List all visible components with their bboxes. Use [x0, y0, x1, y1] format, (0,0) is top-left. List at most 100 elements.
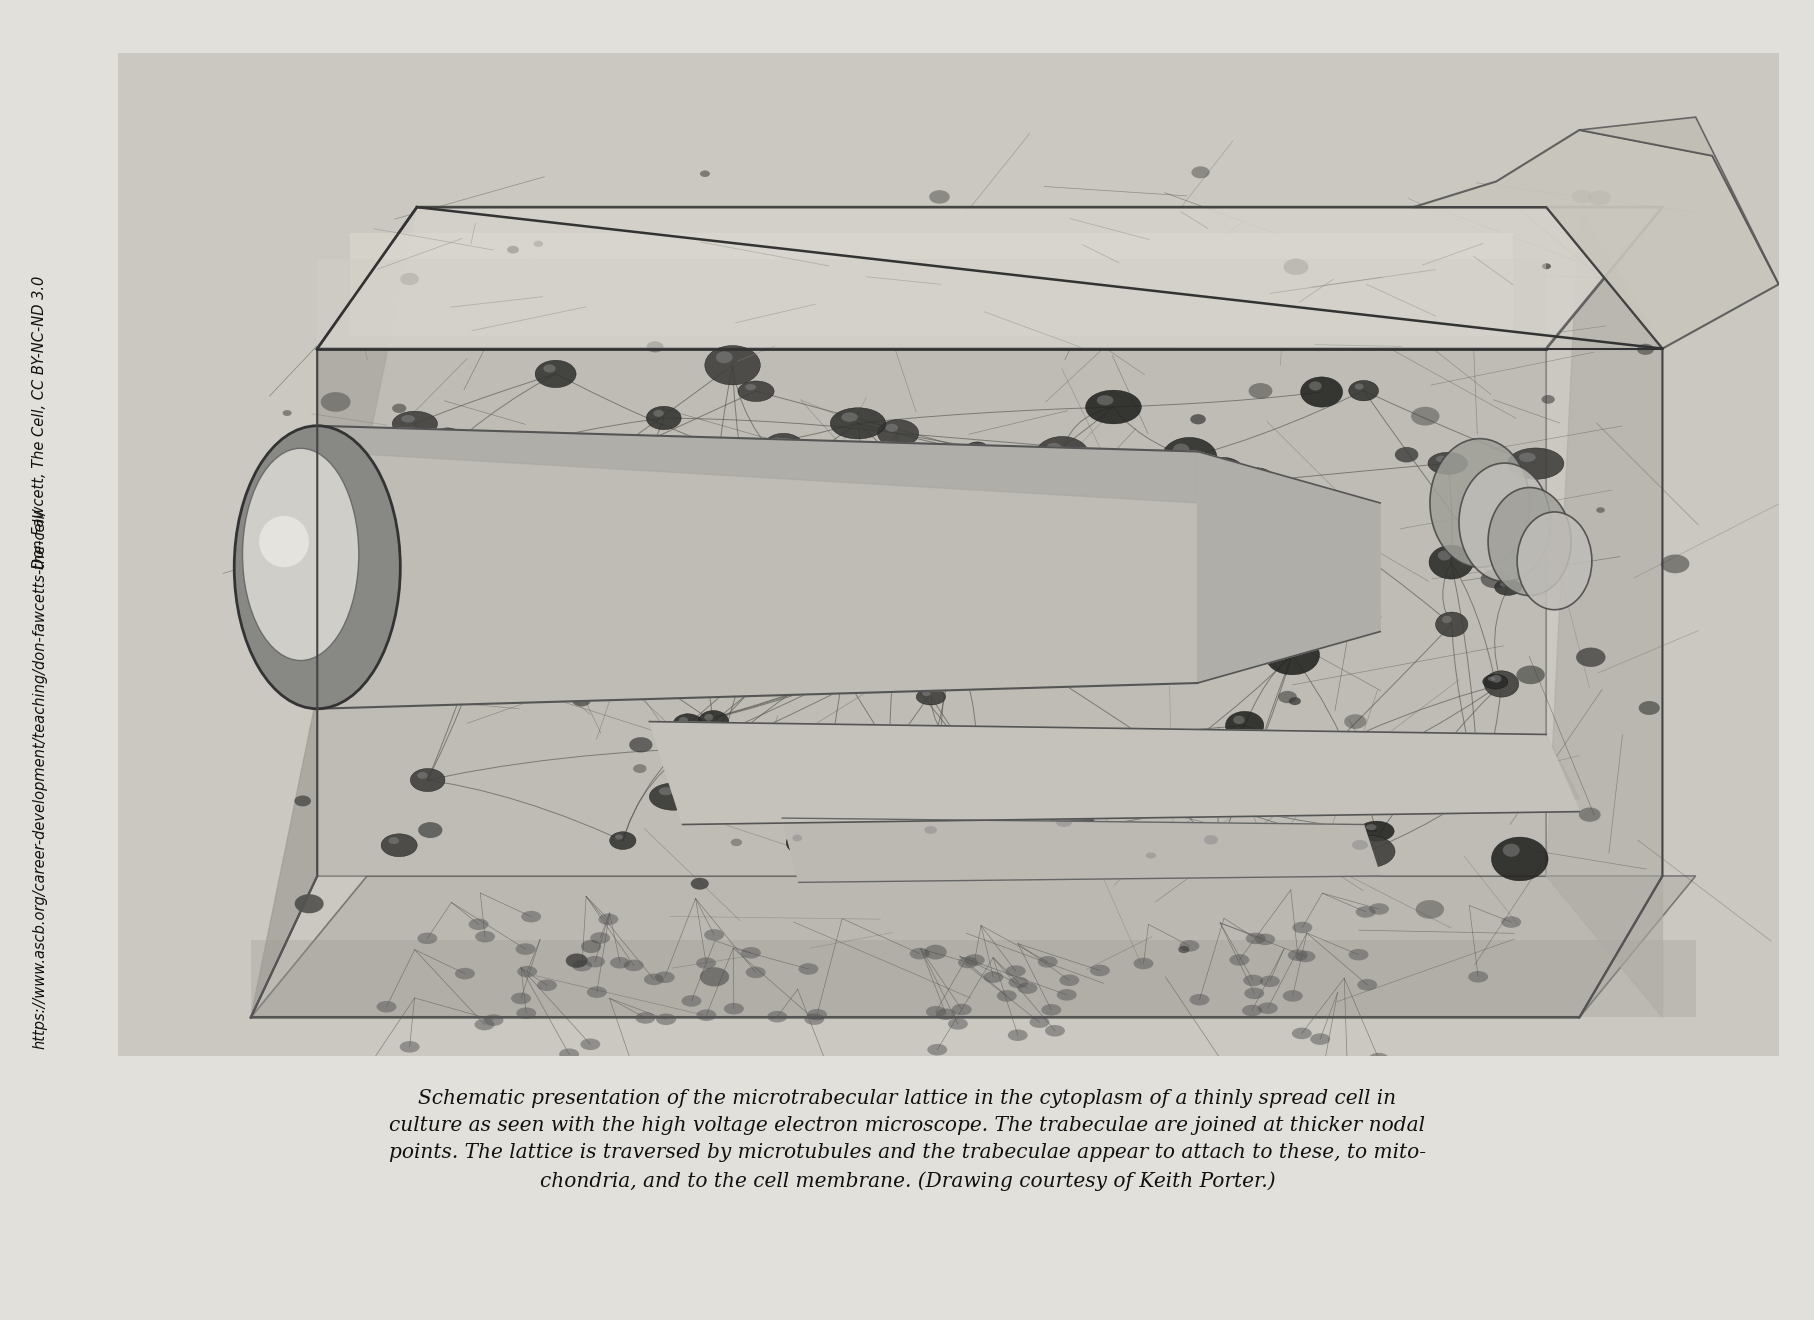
Ellipse shape — [951, 1003, 970, 1015]
Ellipse shape — [1353, 384, 1362, 389]
Ellipse shape — [702, 652, 722, 667]
Ellipse shape — [1237, 789, 1244, 795]
Ellipse shape — [1259, 975, 1279, 987]
Ellipse shape — [1437, 550, 1451, 561]
Ellipse shape — [1308, 381, 1321, 391]
Ellipse shape — [512, 993, 532, 1005]
Polygon shape — [250, 876, 1694, 1018]
Ellipse shape — [929, 190, 949, 203]
Ellipse shape — [599, 913, 619, 925]
Ellipse shape — [317, 458, 334, 469]
Ellipse shape — [571, 694, 591, 706]
Ellipse shape — [410, 545, 439, 565]
Ellipse shape — [678, 717, 688, 723]
Ellipse shape — [1359, 821, 1393, 841]
Ellipse shape — [731, 838, 742, 846]
Ellipse shape — [702, 504, 713, 512]
Ellipse shape — [865, 735, 914, 767]
Ellipse shape — [923, 945, 947, 960]
Ellipse shape — [947, 1018, 967, 1030]
Ellipse shape — [996, 990, 1016, 1002]
Ellipse shape — [814, 623, 871, 661]
Ellipse shape — [994, 640, 1019, 656]
Ellipse shape — [475, 931, 495, 942]
Ellipse shape — [1096, 395, 1112, 405]
Ellipse shape — [771, 459, 789, 469]
Ellipse shape — [259, 516, 308, 568]
Ellipse shape — [644, 974, 664, 985]
Ellipse shape — [234, 426, 401, 709]
Ellipse shape — [1007, 1030, 1027, 1041]
Ellipse shape — [1507, 447, 1564, 479]
Ellipse shape — [798, 964, 818, 974]
Ellipse shape — [1029, 1016, 1048, 1028]
Ellipse shape — [381, 834, 417, 857]
Ellipse shape — [1243, 471, 1255, 480]
Polygon shape — [250, 207, 417, 1018]
Ellipse shape — [912, 784, 941, 803]
Ellipse shape — [916, 689, 945, 705]
Ellipse shape — [909, 948, 929, 960]
Polygon shape — [1546, 207, 1662, 1018]
Ellipse shape — [923, 540, 943, 553]
Ellipse shape — [392, 404, 406, 413]
Ellipse shape — [1660, 554, 1689, 573]
Ellipse shape — [488, 490, 497, 496]
Ellipse shape — [455, 968, 475, 979]
Ellipse shape — [673, 714, 702, 735]
Ellipse shape — [388, 837, 399, 843]
Ellipse shape — [1232, 715, 1244, 725]
Ellipse shape — [1059, 974, 1079, 986]
Ellipse shape — [905, 546, 936, 570]
Ellipse shape — [486, 593, 495, 599]
Ellipse shape — [1357, 979, 1377, 990]
Ellipse shape — [537, 979, 557, 991]
Ellipse shape — [805, 561, 827, 576]
Ellipse shape — [1165, 774, 1172, 780]
Ellipse shape — [700, 170, 709, 177]
Ellipse shape — [771, 438, 784, 446]
Ellipse shape — [849, 622, 896, 655]
Ellipse shape — [704, 929, 724, 941]
Ellipse shape — [1134, 958, 1154, 969]
Ellipse shape — [1435, 455, 1448, 462]
Ellipse shape — [570, 449, 622, 478]
Ellipse shape — [626, 1069, 646, 1081]
Ellipse shape — [633, 764, 646, 774]
Ellipse shape — [1177, 554, 1197, 568]
Ellipse shape — [1034, 437, 1090, 479]
Ellipse shape — [1005, 965, 1025, 977]
Ellipse shape — [704, 714, 713, 721]
Ellipse shape — [1188, 994, 1208, 1006]
Ellipse shape — [936, 622, 949, 631]
Ellipse shape — [760, 454, 816, 487]
Ellipse shape — [836, 767, 853, 776]
Ellipse shape — [1487, 487, 1571, 595]
Ellipse shape — [283, 411, 292, 416]
Ellipse shape — [829, 408, 885, 440]
Ellipse shape — [1435, 612, 1468, 636]
Ellipse shape — [1255, 933, 1275, 945]
Ellipse shape — [1500, 916, 1520, 928]
Ellipse shape — [807, 1008, 827, 1020]
Ellipse shape — [658, 787, 673, 795]
Ellipse shape — [1487, 677, 1495, 681]
Ellipse shape — [863, 490, 914, 517]
Ellipse shape — [785, 832, 818, 854]
Ellipse shape — [1159, 455, 1168, 461]
Ellipse shape — [1023, 523, 1050, 543]
Polygon shape — [317, 348, 1546, 876]
Ellipse shape — [1244, 987, 1264, 999]
Ellipse shape — [922, 692, 931, 696]
Ellipse shape — [590, 932, 610, 944]
Ellipse shape — [610, 957, 629, 969]
Ellipse shape — [615, 834, 622, 840]
Ellipse shape — [1368, 903, 1388, 915]
Ellipse shape — [1032, 833, 1043, 840]
Ellipse shape — [704, 346, 760, 385]
Ellipse shape — [1190, 166, 1208, 178]
Ellipse shape — [1495, 579, 1520, 595]
Ellipse shape — [580, 940, 600, 953]
Ellipse shape — [825, 763, 880, 795]
Ellipse shape — [1517, 512, 1591, 610]
